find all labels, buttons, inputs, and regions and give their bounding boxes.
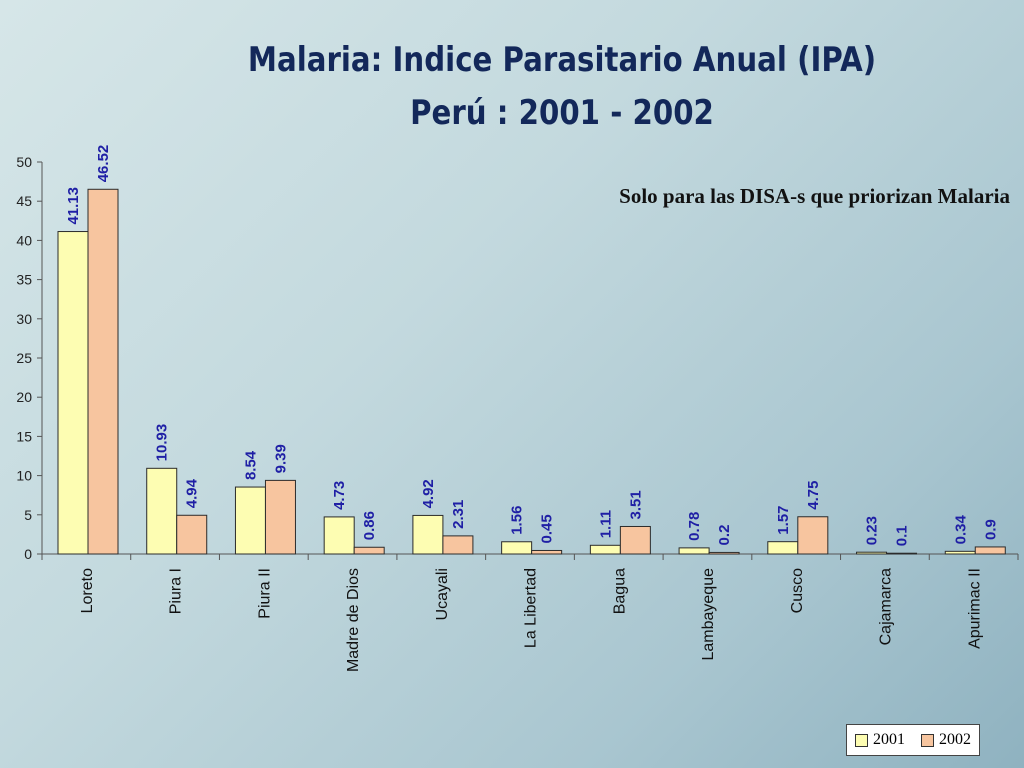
data-label-2001-7: 0.78 [686,512,703,541]
data-label-2002-0: 46.52 [95,145,112,183]
y-tick-label: 35 [16,272,32,288]
chart-title: Malaria: Indice Parasitario Anual (IPA) [247,40,877,80]
category-label-4: Ucayali [434,568,451,620]
y-tick-label: 20 [16,389,32,405]
bar-2002-7 [708,551,740,555]
bar-2001-6 [589,544,621,555]
data-label-2001-2: 8.54 [242,450,259,480]
legend-item-2001: 2001 [855,731,905,749]
data-label-2002-7: 0.2 [716,525,733,546]
bar-2001-3 [323,516,355,555]
bar-2002-2 [264,479,296,555]
bar-2002-1 [176,514,208,555]
data-label-2002-2: 9.39 [272,444,289,473]
category-label-3: Madre de Dios [345,568,362,672]
data-label-2002-3: 0.86 [361,511,378,540]
bar-2001-5 [501,541,533,555]
data-label-2001-9: 0.23 [864,516,881,545]
y-tick-label: 50 [16,154,32,170]
bar-2001-7 [678,547,710,555]
legend-label-2002: 2002 [939,731,971,748]
category-label-7: Lambayeque [700,568,717,661]
data-label-2002-8: 4.75 [805,481,822,510]
data-label-2002-5: 0.45 [539,514,556,543]
data-label-2001-10: 0.34 [952,514,969,544]
y-tick-label: 25 [16,350,32,366]
bar-2002-0 [87,188,119,555]
category-label-6: Bagua [611,568,628,614]
bar-2002-10 [974,546,1006,555]
data-label-2001-0: 41.13 [65,187,82,225]
bar-2002-6 [619,525,651,555]
bar-2001-2 [234,486,266,555]
y-tick-label: 45 [16,193,32,209]
category-label-0: Loreto [79,568,96,613]
category-label-8: Cusco [789,568,806,613]
chart-legend: 2001 2002 [846,724,980,756]
data-label-2002-4: 2.31 [450,500,467,529]
bar-2002-3 [353,546,385,555]
y-tick-label: 5 [24,507,32,523]
y-tick-label: 40 [16,232,32,248]
data-label-2002-6: 3.51 [627,490,644,519]
category-label-2: Piura II [256,568,273,619]
bar-2002-9 [886,552,918,555]
bar-2001-9 [856,551,888,555]
legend-item-2002: 2002 [921,731,971,749]
bar-2002-5 [531,549,563,555]
legend-swatch-2001 [855,733,868,747]
bar-2002-8 [797,516,829,555]
y-tick-label: 30 [16,311,32,327]
category-label-9: Cajamarca [878,568,895,645]
bar-2001-8 [767,541,799,555]
y-tick-label: 0 [24,546,32,562]
bar-2002-4 [442,535,474,555]
data-label-2001-1: 10.93 [154,424,171,462]
data-label-2001-8: 1.57 [775,505,792,534]
data-label-2001-4: 4.92 [420,479,437,508]
chart-subtitle: Solo para las DISA-s que priorizan Malar… [619,184,1010,208]
bar-2001-1 [146,467,178,555]
data-label-2001-6: 1.11 [597,510,614,538]
data-label-2002-10: 0.9 [982,519,999,540]
data-label-2001-5: 1.56 [509,506,526,535]
bar-2001-4 [412,514,444,555]
data-label-2001-3: 4.73 [331,481,348,510]
chart-title-period: Perú : 2001 - 2002 [410,93,714,133]
y-tick-label: 15 [16,428,32,444]
legend-swatch-2002 [921,733,934,747]
legend-label-2001: 2001 [873,731,905,748]
bar-2001-10 [944,550,976,555]
data-label-2002-1: 4.94 [184,478,201,508]
category-label-1: Piura I [168,568,185,614]
data-label-2002-9: 0.1 [894,525,911,546]
category-label-10: Apurimac II [966,568,983,649]
category-label-5: La Libertad [523,568,540,648]
bar-2001-0 [57,231,89,555]
y-tick-label: 10 [16,468,32,484]
